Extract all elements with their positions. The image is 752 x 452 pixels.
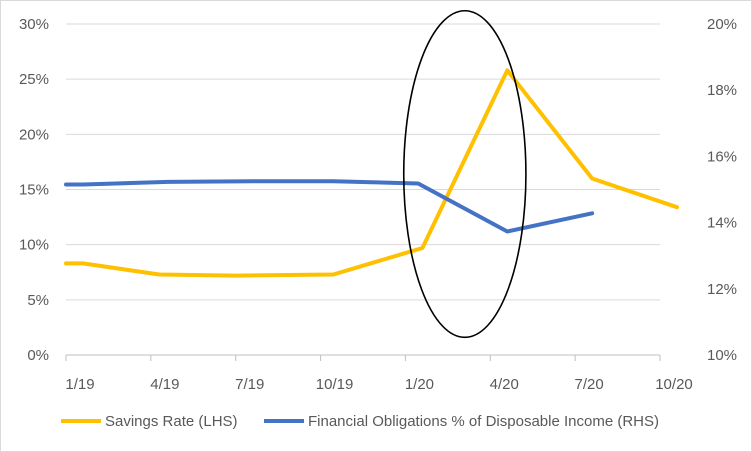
series-line-1: [64, 68, 679, 278]
legend-label-1: Savings Rate (LHS): [105, 413, 238, 430]
right-tick-label: 12%: [707, 281, 737, 298]
right-tick-label: 18%: [707, 82, 737, 99]
left-axis-ticks: 0% 5% 10% 15% 20% 25% 30%: [19, 16, 49, 364]
x-tick-label: 4/19: [150, 376, 179, 393]
left-tick-label: 25%: [19, 71, 49, 88]
left-tick-label: 30%: [19, 16, 49, 33]
left-tick-label: 0%: [27, 347, 49, 364]
x-tick-label: 7/19: [235, 376, 264, 393]
right-tick-label: 10%: [707, 347, 737, 364]
legend: Savings Rate (LHS) Financial Obligations …: [61, 413, 659, 430]
right-tick-label: 16%: [707, 148, 737, 165]
x-tick-label: 10/19: [316, 376, 354, 393]
annotation: [402, 9, 527, 339]
left-tick-label: 5%: [27, 292, 49, 309]
left-tick-label: 10%: [19, 237, 49, 254]
x-tick-label: 1/20: [405, 376, 434, 393]
x-tick-label: 7/20: [575, 376, 604, 393]
left-tick-label: 15%: [19, 182, 49, 199]
series-line-2: [64, 179, 595, 234]
x-tick-label: 1/19: [65, 376, 94, 393]
x-tick-label: 4/20: [490, 376, 519, 393]
highlight-ellipse: [402, 9, 527, 339]
right-tick-label: 20%: [707, 16, 737, 33]
series-lines: [64, 68, 679, 278]
right-tick-label: 14%: [707, 215, 737, 232]
x-tick-label: 10/20: [655, 376, 693, 393]
gridlines: [66, 23, 660, 356]
x-axis-ticks: 1/19 4/19 7/19 10/19 1/20 4/20 7/20 10/20: [65, 355, 693, 393]
legend-label-2: Financial Obligations % of Disposable In…: [308, 413, 659, 430]
left-tick-label: 20%: [19, 126, 49, 143]
right-axis-ticks: 10% 12% 14% 16% 18% 20%: [707, 16, 737, 364]
